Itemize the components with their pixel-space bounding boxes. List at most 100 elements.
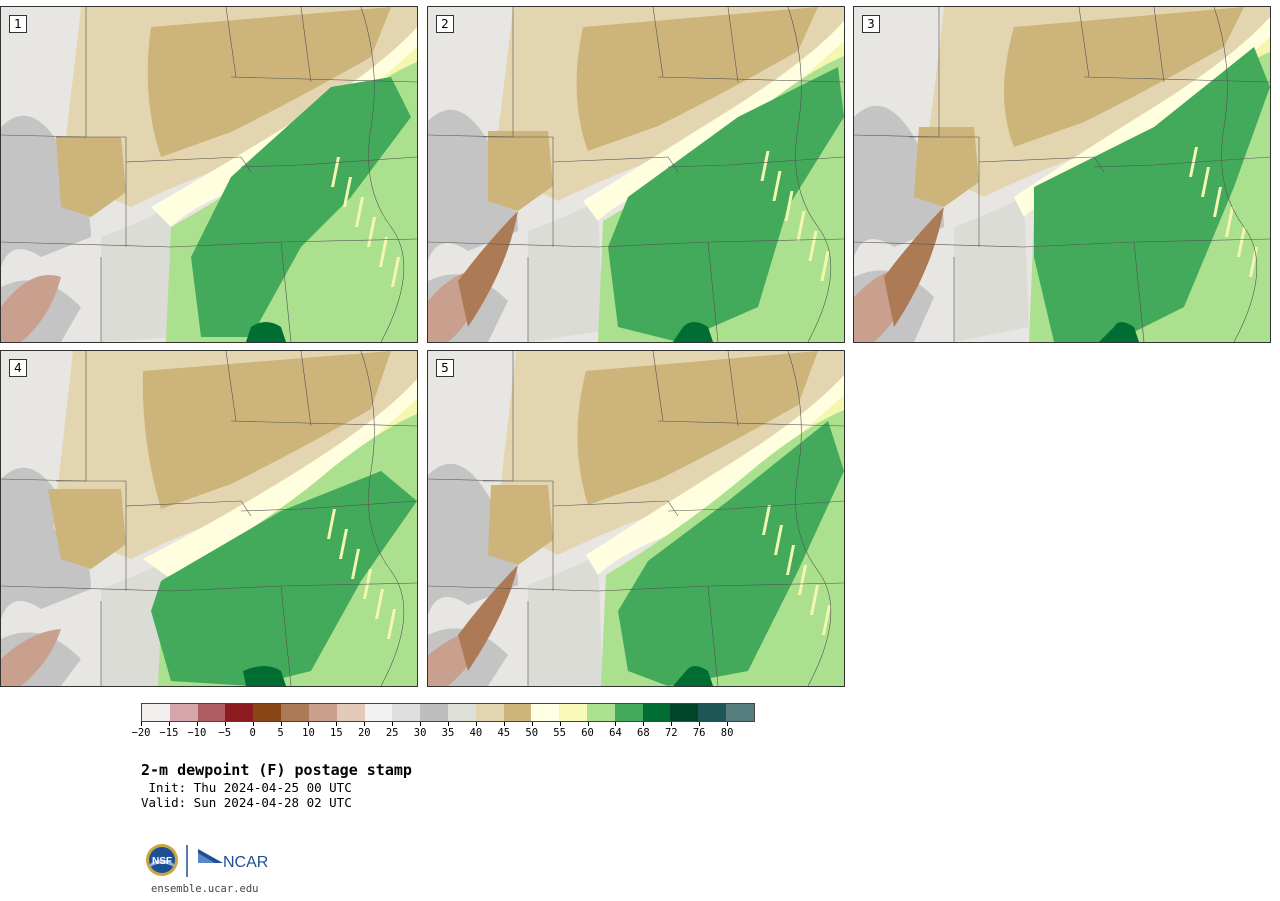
dewpoint-map: [428, 7, 844, 342]
very-dry-core: [458, 565, 518, 671]
member-panel-2: 2: [427, 6, 845, 343]
colorbar-tick-mark: [531, 722, 533, 726]
member-panel-1: 1: [0, 6, 418, 343]
cool-dry-patch: [954, 197, 1029, 342]
colorbar-tick-mark: [503, 722, 505, 726]
colorbar-tick-label: 0: [249, 727, 256, 739]
member-panel-5: 5: [427, 350, 845, 687]
moisture-streak: [820, 251, 830, 281]
frontal-band: [151, 27, 417, 227]
colorbar-tick-label: 25: [385, 727, 399, 739]
colorbar-bin-3: [225, 704, 254, 721]
member-number-badge: 2: [436, 15, 454, 33]
moisture-streak: [339, 529, 348, 559]
colorbar-tick-label: 72: [664, 727, 678, 739]
colorbar-tick-mark: [336, 722, 338, 726]
init-time: Init: Thu 2024-04-25 00 UTC: [141, 780, 352, 795]
dewpoint-map: [1, 7, 417, 342]
colorbar-tick-label: 5: [277, 727, 284, 739]
moderate-moisture-band: [1004, 7, 1244, 147]
colorbar-bin-18: [642, 704, 671, 721]
frontal-band: [586, 375, 844, 575]
colorbar-bin-2: [197, 704, 226, 721]
valid-time: Valid: Sun 2024-04-28 02 UTC: [141, 795, 352, 810]
moisture-streak: [367, 217, 376, 247]
colorbar-bin-19: [670, 704, 699, 721]
colorbar-tick-label: 64: [609, 727, 622, 739]
colorbar-bin-14: [531, 704, 560, 721]
colorbar-bin-15: [559, 704, 587, 721]
colorbar-tick-label: −10: [187, 727, 207, 739]
moisture-streak: [784, 191, 794, 221]
moisture-streak: [1213, 187, 1222, 217]
moderate-moisture-band: [142, 351, 391, 509]
state-borders: [428, 351, 844, 686]
member-number-badge: 4: [9, 359, 27, 377]
colorbar-tick-label: 35: [441, 727, 455, 739]
moisture-streak: [772, 171, 782, 201]
river-line: [787, 7, 832, 342]
river-line: [1213, 7, 1258, 342]
colorbar-tick-label: 40: [469, 727, 483, 739]
moisture-streak: [798, 565, 807, 595]
humid-core: [1034, 47, 1270, 342]
very-dry-patch: [1, 629, 61, 686]
moisture-streak: [760, 151, 770, 181]
colorbar-bin-10: [420, 704, 448, 721]
frontal-band: [143, 379, 417, 579]
moisture-streak: [351, 549, 360, 579]
moisture-streak: [796, 211, 806, 241]
cool-dry-patch: [428, 463, 518, 615]
colorbar-bin-12: [475, 704, 504, 721]
very-dry-core: [884, 207, 944, 327]
moisture-streak: [375, 589, 384, 619]
colorbar-bin-5: [281, 704, 309, 721]
moisture-streak: [331, 157, 340, 187]
ncar-logo-text: NCAR: [223, 854, 268, 871]
colorbar-tick-mark: [280, 722, 282, 726]
colorbar-tick-mark: [420, 722, 422, 726]
colorbar-tick-label: 55: [553, 727, 566, 739]
cool-dry-patch: [528, 555, 603, 686]
very-humid-spot: [246, 322, 286, 342]
member-number-badge: 1: [9, 15, 27, 33]
chart-title: 2-m dewpoint (F) postage stamp: [141, 761, 412, 779]
very-dry-core: [458, 211, 518, 327]
cool-dry-patch: [1, 115, 91, 267]
moisture-streak: [327, 509, 336, 539]
logos: NSF NCAR: [145, 843, 275, 881]
colorbar-bin-4: [253, 704, 282, 721]
colorbar-tick-label: −20: [131, 727, 151, 739]
colorbar-ticks: −20 −15 −10 −5 0 5 10 15 20 25 30 35 40 45 50 55 60 64 68 7…: [132, 722, 755, 742]
moderate-moisture-patch: [56, 137, 126, 217]
cool-dry-patch: [101, 207, 176, 342]
moderate-moisture-band: [576, 7, 818, 151]
very-humid-spot: [1099, 322, 1139, 342]
moderate-moisture-patch: [488, 131, 553, 211]
very-humid-spot: [673, 322, 713, 342]
colorbar-bin-20: [698, 704, 727, 721]
moisture-streak: [1225, 207, 1234, 237]
cool-dry-patch: [428, 109, 518, 261]
very-humid-spot: [673, 666, 713, 686]
nsf-logo: NSF: [146, 844, 178, 876]
colorbar-tick-label: 20: [357, 727, 371, 739]
cool-dry-patch: [854, 105, 944, 257]
colorbar-tick-label: 30: [413, 727, 427, 739]
moisture-streak: [822, 605, 831, 635]
colorbar-tick-mark: [727, 722, 729, 726]
colorbar-tick-mark: [448, 722, 449, 726]
colorbar-bin-16: [587, 704, 615, 721]
member-panel-4: 4: [0, 350, 418, 687]
humid-core: [608, 67, 844, 342]
colorbar-tick-label: 45: [497, 727, 511, 739]
moisture-streak: [1201, 167, 1210, 197]
colorbar-tick-label: 15: [330, 727, 343, 739]
state-borders: [1, 7, 417, 342]
colorbar-tick-mark: [559, 722, 561, 726]
colorbar-bin-1: [169, 704, 198, 721]
moisture-streak: [808, 231, 818, 261]
member-number-badge: 3: [862, 15, 880, 33]
moderate-moisture-patch: [914, 127, 979, 207]
moisture-streak: [762, 505, 771, 535]
